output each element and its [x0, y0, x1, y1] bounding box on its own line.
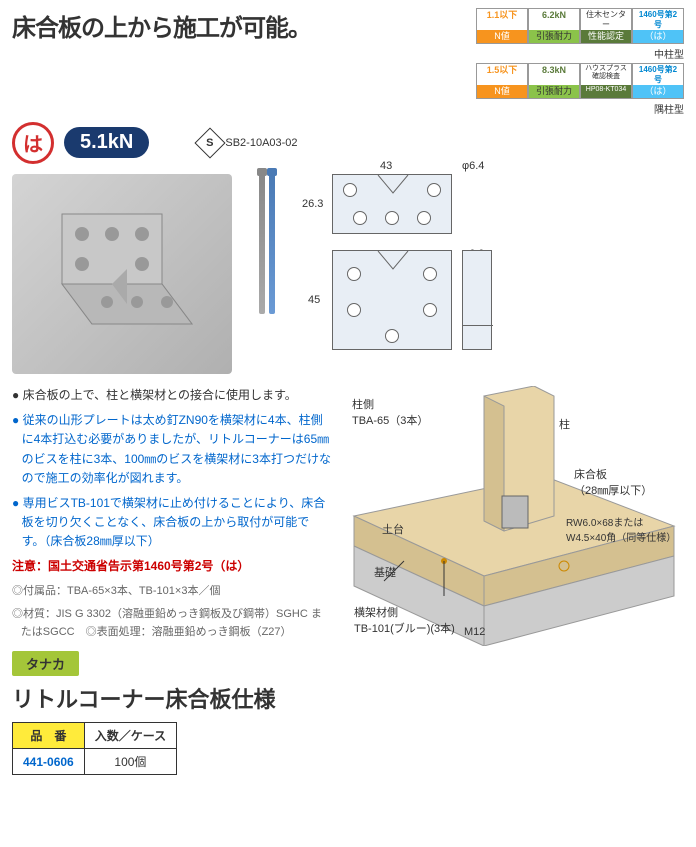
- dim-h2: 45: [308, 294, 320, 306]
- product-photo: [12, 174, 232, 374]
- spec2-nlbl: N値: [476, 85, 528, 99]
- dim-front-view: [332, 250, 452, 350]
- spec2-knlbl: 引張耐力: [528, 85, 580, 99]
- spec2-law: 1460号第2号: [632, 63, 684, 85]
- product-name: リトルコーナー床合板仕様: [12, 682, 332, 714]
- spec2-type: 隅柱型: [476, 101, 684, 116]
- page-title: 床合板の上から施工が可能。: [12, 8, 468, 43]
- spec1-certlbl: 性能認定: [580, 30, 632, 44]
- ha-badge: は: [12, 122, 54, 164]
- spec1-ha: （は）: [632, 30, 684, 44]
- spec1-type: 中柱型: [476, 46, 684, 61]
- order-h2: 入数／ケース: [84, 723, 176, 749]
- dlabel-base: 基礎: [374, 564, 396, 580]
- cert-code: SB2-10A03-02: [225, 137, 297, 149]
- warning: 注意：国土交通省告示第1460号第2号（は）: [12, 557, 332, 576]
- dimension-drawings: 43 φ6.4 26.3 φ6.0 45: [302, 174, 684, 374]
- spec-accessories: ◎付属品：TBA-65×3本、TB-101×3本／個: [12, 583, 332, 601]
- screws: [252, 174, 282, 374]
- spec2-kn: 8.3kN: [528, 63, 580, 85]
- dlabel-floor: 床合板 （28㎜厚以下）: [574, 466, 652, 498]
- spec2-certlbl: HP08-KT034: [580, 85, 632, 99]
- spec1-kn: 6.2kN: [528, 8, 580, 30]
- order-h1: 品 番: [13, 723, 85, 749]
- dim-w: 43: [380, 160, 392, 172]
- spec1-law: 1460号第2号: [632, 8, 684, 30]
- brand-badge: タナカ: [12, 651, 79, 676]
- dlabel-tb101: 横架材側 TB-101(ブルー)(3本): [354, 604, 455, 636]
- spec1-cert: 住木センター: [580, 8, 632, 30]
- spec1-n: 1.1以下: [476, 8, 528, 30]
- screw-silver: [259, 174, 265, 314]
- screw-blue: [269, 174, 275, 314]
- order-table: 品 番 入数／ケース 441-0606 100個: [12, 722, 177, 775]
- order-code: 441-0606: [13, 749, 85, 775]
- install-diagram: 柱側 TBA-65（3本） 柱 床合板 （28㎜厚以下） 土台 RW6.0×68…: [344, 386, 684, 646]
- spec2-ha: （は）: [632, 85, 684, 99]
- spec2-n: 1.5以下: [476, 63, 528, 85]
- dim-d1: φ6.4: [462, 160, 484, 172]
- dim-h1: 26.3: [302, 198, 323, 210]
- dlabel-m12: M12: [464, 626, 485, 638]
- dlabel-tba: 柱側 TBA-65（3本）: [352, 396, 428, 428]
- dim-top-view: [332, 174, 452, 234]
- cert-mark: S SB2-10A03-02: [199, 132, 297, 154]
- bullet-1: ● 床合板の上で、柱と横架材との接合に使用します。: [12, 386, 332, 405]
- bullet-3: ● 専用ビスTB-101で横架材に止め付けることにより、床合板を切り欠くことなく…: [12, 494, 332, 552]
- description: ● 床合板の上で、柱と横架材との接合に使用します。 ● 従来の山形プレートは太め…: [12, 386, 332, 641]
- dim-side-view: [462, 250, 492, 350]
- spec2-cert: ハウスプラス確認検査: [580, 63, 632, 85]
- dlabel-rw: RW6.0×68または W4.5×40角（同等仕様）: [566, 514, 676, 544]
- kn-badge: 5.1kN: [64, 127, 149, 158]
- spec-material: ◎材質：JIS G 3302（溶融亜鉛めっき鋼板及び鋼帯）SGHC またはSGC…: [12, 606, 332, 641]
- dlabel-sill: 土台: [382, 521, 404, 537]
- spec1-nlbl: N値: [476, 30, 528, 44]
- order-qty: 100個: [84, 749, 176, 775]
- cert-icon: S: [195, 127, 226, 158]
- spec1-knlbl: 引張耐力: [528, 30, 580, 44]
- spec-tables: 1.1以下 6.2kN 住木センター 1460号第2号 N値 引張耐力 性能認定…: [476, 8, 684, 116]
- dlabel-pillar: 柱: [559, 416, 570, 432]
- bullet-2: ● 従来の山形プレートは太め釘ZN90を横架材に4本、柱側に4本打込む必要があり…: [12, 411, 332, 488]
